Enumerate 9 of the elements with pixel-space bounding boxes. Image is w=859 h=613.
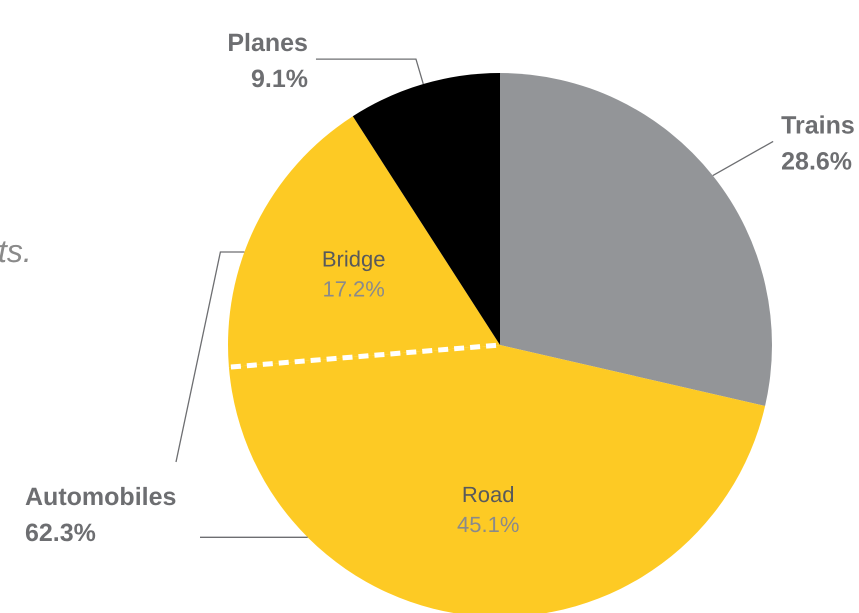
slice-label: Bridge — [322, 246, 386, 272]
slice-label: Trains — [781, 111, 855, 140]
slice-label: Road — [462, 482, 515, 507]
slice-label: Planes — [227, 29, 308, 58]
data-label: 45.1% — [457, 512, 520, 537]
data-label: 17.2% — [322, 276, 385, 302]
data-label: 28.6% — [781, 147, 852, 176]
data-label: 9.1% — [250, 65, 308, 94]
text: Automobiles 62.3% — [25, 483, 176, 547]
